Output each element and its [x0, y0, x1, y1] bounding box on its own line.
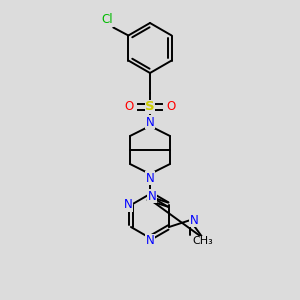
- Text: N: N: [190, 214, 198, 227]
- Text: N: N: [146, 172, 154, 184]
- Text: S: S: [145, 100, 155, 113]
- Text: N: N: [148, 190, 157, 203]
- Text: N: N: [124, 199, 132, 212]
- Text: N: N: [146, 116, 154, 128]
- Text: O: O: [124, 100, 134, 113]
- Text: Cl: Cl: [101, 13, 113, 26]
- Text: N: N: [146, 235, 154, 248]
- Text: CH₃: CH₃: [192, 236, 213, 246]
- Text: O: O: [167, 100, 176, 113]
